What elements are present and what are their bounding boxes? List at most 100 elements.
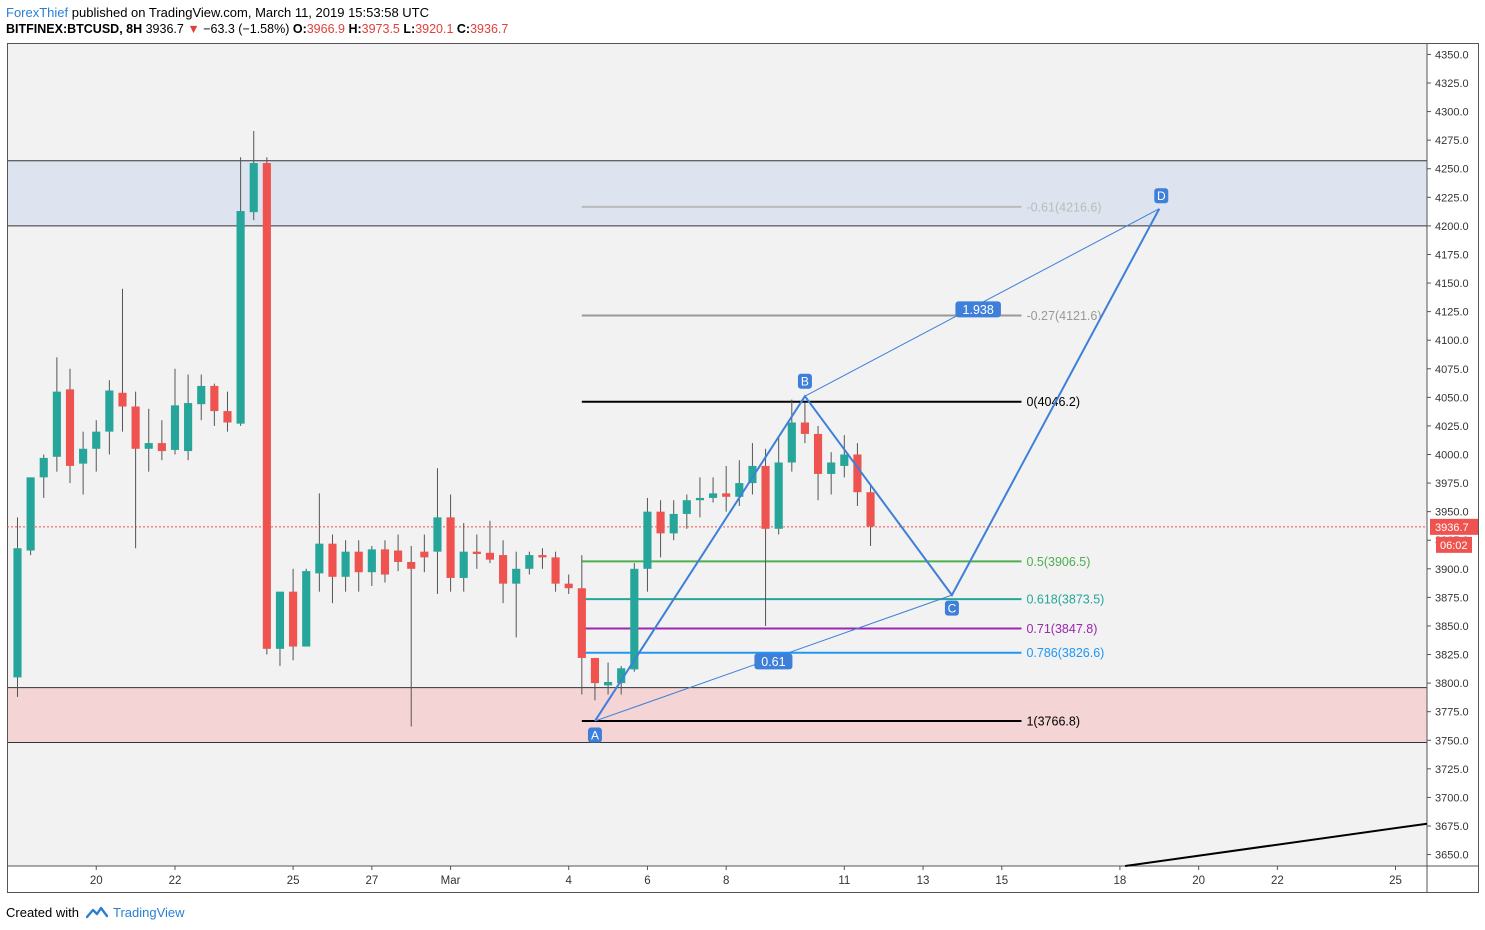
close-value: 3936.7 bbox=[470, 22, 509, 36]
countdown-label: 06:02 bbox=[1440, 540, 1468, 552]
candle-up bbox=[249, 163, 258, 213]
ratio-badge bbox=[754, 653, 793, 670]
y-tick-label: 4325.0 bbox=[1435, 78, 1469, 90]
open-label: O: bbox=[292, 22, 307, 36]
fib-level-label: -0.27(4121.6) bbox=[1026, 309, 1101, 323]
candlestick-series bbox=[13, 131, 875, 727]
candle-up bbox=[617, 668, 626, 684]
current-price-tag bbox=[1430, 518, 1478, 535]
x-tick-label: 27 bbox=[365, 875, 378, 887]
candle-down bbox=[551, 557, 560, 584]
y-tick-label: 4125.0 bbox=[1435, 307, 1469, 319]
y-tick-label: 4175.0 bbox=[1435, 249, 1469, 261]
y-tick-label: 3675.0 bbox=[1435, 821, 1469, 833]
point-b-label: B bbox=[801, 375, 809, 389]
candle-down bbox=[354, 551, 363, 573]
y-tick-label: 3800.0 bbox=[1435, 678, 1469, 690]
point-a-marker bbox=[587, 727, 602, 743]
author-link[interactable]: ForexThief bbox=[6, 5, 69, 20]
candle-up bbox=[26, 477, 35, 551]
y-tick-label: 4150.0 bbox=[1435, 278, 1469, 290]
x-tick-label: 8 bbox=[723, 875, 729, 887]
fib-level-label: 0.618(3873.5) bbox=[1026, 593, 1104, 607]
x-tick-label: 4 bbox=[565, 875, 572, 887]
published-text: published on TradingView.com, March 11, … bbox=[71, 5, 429, 20]
fib-level-label: 0.5(3906.5) bbox=[1026, 555, 1090, 569]
pattern-legs bbox=[594, 208, 1161, 722]
y-tick-label: 4200.0 bbox=[1435, 221, 1469, 233]
candle-down bbox=[472, 551, 481, 554]
axes: 3650.0 3675.0 3700.0 3725.0 3750.0 3775.0 3800… bbox=[90, 49, 1478, 887]
candle-down bbox=[722, 493, 731, 497]
x-tick-label: 15 bbox=[995, 875, 1008, 887]
chart-frame bbox=[7, 43, 1479, 893]
y-tick-label: 4300.0 bbox=[1435, 107, 1469, 119]
candle-up bbox=[433, 517, 442, 552]
low-value: 3920.1 bbox=[415, 22, 454, 36]
candle-down bbox=[131, 406, 140, 449]
candle-up bbox=[92, 431, 101, 449]
y-tick-label: 4350.0 bbox=[1435, 49, 1469, 61]
candle-up bbox=[144, 443, 153, 449]
fib-level-label: 0.71(3847.8) bbox=[1026, 622, 1097, 636]
candle-down bbox=[262, 163, 271, 649]
candle-up bbox=[459, 551, 468, 578]
point-c-label: C bbox=[948, 602, 957, 616]
ratio-label: 1.938 bbox=[963, 303, 994, 317]
candle-up bbox=[236, 211, 245, 424]
y-tick-label: 3825.0 bbox=[1435, 650, 1469, 662]
candle-up bbox=[512, 568, 521, 584]
y-tick-label: 3725.0 bbox=[1435, 764, 1469, 776]
candle-down bbox=[485, 552, 495, 560]
fib-level-label: 1(3766.8) bbox=[1026, 715, 1080, 729]
y-tick-label: 3775.0 bbox=[1435, 707, 1469, 719]
candle-down bbox=[118, 392, 127, 407]
candle-up bbox=[774, 462, 783, 529]
publication-header: ForexThief published on TradingView.com,… bbox=[6, 5, 429, 20]
trendline-group[interactable] bbox=[1125, 822, 1428, 867]
candle-down bbox=[394, 550, 403, 562]
x-tick-label: 6 bbox=[644, 875, 650, 887]
fibonacci-retracement[interactable]: -0.61(4216.6) -0.27(4121.6) 0(4046.2) 0.5(3… bbox=[581, 200, 1104, 729]
x-tick-label: 20 bbox=[1192, 875, 1205, 887]
y-tick-label: 4000.0 bbox=[1435, 450, 1469, 462]
candle-up bbox=[170, 405, 180, 450]
candle-down bbox=[380, 549, 390, 575]
y-tick-label: 4075.0 bbox=[1435, 364, 1469, 376]
price-chart[interactable]: -0.61(4216.6) -0.27(4121.6) 0(4046.2) 0.5(3… bbox=[0, 0, 1485, 900]
candle-up bbox=[643, 511, 652, 569]
price-change: −63.3 (−1.58%) bbox=[203, 22, 290, 36]
candle-up bbox=[197, 385, 206, 405]
current-price-label: 3936.7 bbox=[1435, 522, 1469, 534]
candle-down bbox=[577, 588, 586, 658]
symbol-name: BITFINEX:BTCUSD, 8H bbox=[6, 22, 143, 36]
candle-up bbox=[52, 391, 61, 457]
open-value: 3966.9 bbox=[306, 22, 345, 36]
candle-down bbox=[800, 422, 809, 434]
y-tick-label: 3875.0 bbox=[1435, 592, 1469, 604]
fib-level-label: 0(4046.2) bbox=[1026, 395, 1080, 409]
y-tick-label: 4275.0 bbox=[1435, 135, 1469, 147]
candle-up bbox=[105, 390, 114, 432]
x-tick-label: 25 bbox=[287, 875, 300, 887]
abcd-pattern[interactable]: A B C D 1.938 0.61 bbox=[587, 188, 1169, 743]
candle-down bbox=[65, 389, 75, 466]
symbol-info-bar: BITFINEX:BTCUSD, 8H 3936.7 ▼ −63.3 (−1.5… bbox=[6, 22, 508, 36]
price-zones bbox=[7, 160, 1427, 744]
candle-down bbox=[157, 443, 166, 452]
x-tick-label: Mar bbox=[441, 875, 461, 887]
tradingview-brand-link[interactable]: TradingView bbox=[113, 905, 185, 920]
candle-down bbox=[446, 517, 455, 578]
x-tick-label: 11 bbox=[838, 875, 850, 887]
candle-up bbox=[315, 543, 324, 574]
low-label: L: bbox=[403, 22, 416, 36]
ratio-label: 0.61 bbox=[761, 655, 785, 669]
y-tick-label: 3900.0 bbox=[1435, 564, 1469, 576]
candle-up bbox=[341, 551, 350, 577]
tradingview-logo-icon bbox=[85, 906, 108, 919]
candle-down bbox=[564, 583, 573, 589]
point-d-marker bbox=[1154, 188, 1169, 204]
candle-down bbox=[328, 543, 337, 577]
candle-down bbox=[289, 591, 298, 647]
x-tick-label: 22 bbox=[1271, 875, 1284, 887]
